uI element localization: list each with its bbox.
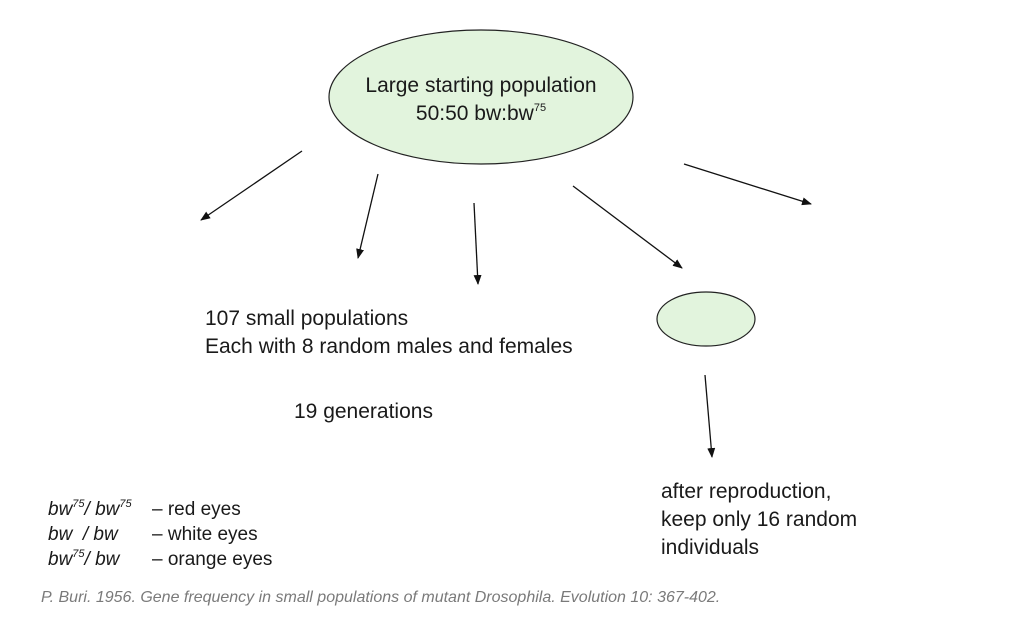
phenotype: – orange eyes [152,549,273,570]
arrow-5 [683,163,812,206]
arrow-4 [572,185,683,269]
starting-population-ellipse [328,29,634,165]
genotype: bw75/ bw [48,547,120,570]
reproduction-line3: individuals [661,536,760,559]
genotype: bw / bw [48,524,118,545]
phenotype: – white eyes [152,524,258,545]
starting-population-line2: 50:50 bw:bw75 [330,100,632,128]
populations-line2: Each with 8 random males and females [205,335,573,358]
reproduction-line1: after reproduction, [661,480,832,503]
reproduction-line2: keep only 16 random [661,508,858,531]
phenotype: – red eyes [152,499,241,520]
legend-row-orange: bw75/ bw – orange eyes [48,548,272,572]
arrow-2 [356,173,379,259]
ratio-text: 50:50 bw:bw [415,102,534,125]
genotype: bw75/ bw75 [48,497,132,520]
ratio-superscript: 75 [533,102,547,114]
starting-population-label: Large starting population 50:50 bw:bw75 [330,72,632,128]
starting-population-line1: Large starting population [365,74,597,97]
small-population-ellipse [656,291,756,347]
arrow-1 [200,150,303,221]
generations-label: 19 generations [294,400,433,423]
legend-row-red: bw75/ bw75 – red eyes [48,498,241,522]
arrow-3 [473,202,482,285]
arrow-reproduction [704,374,716,458]
citation: P. Buri. 1956. Gene frequency in small p… [41,589,721,606]
legend-row-white: bw / bw – white eyes [48,523,258,547]
populations-line1: 107 small populations [205,307,409,330]
